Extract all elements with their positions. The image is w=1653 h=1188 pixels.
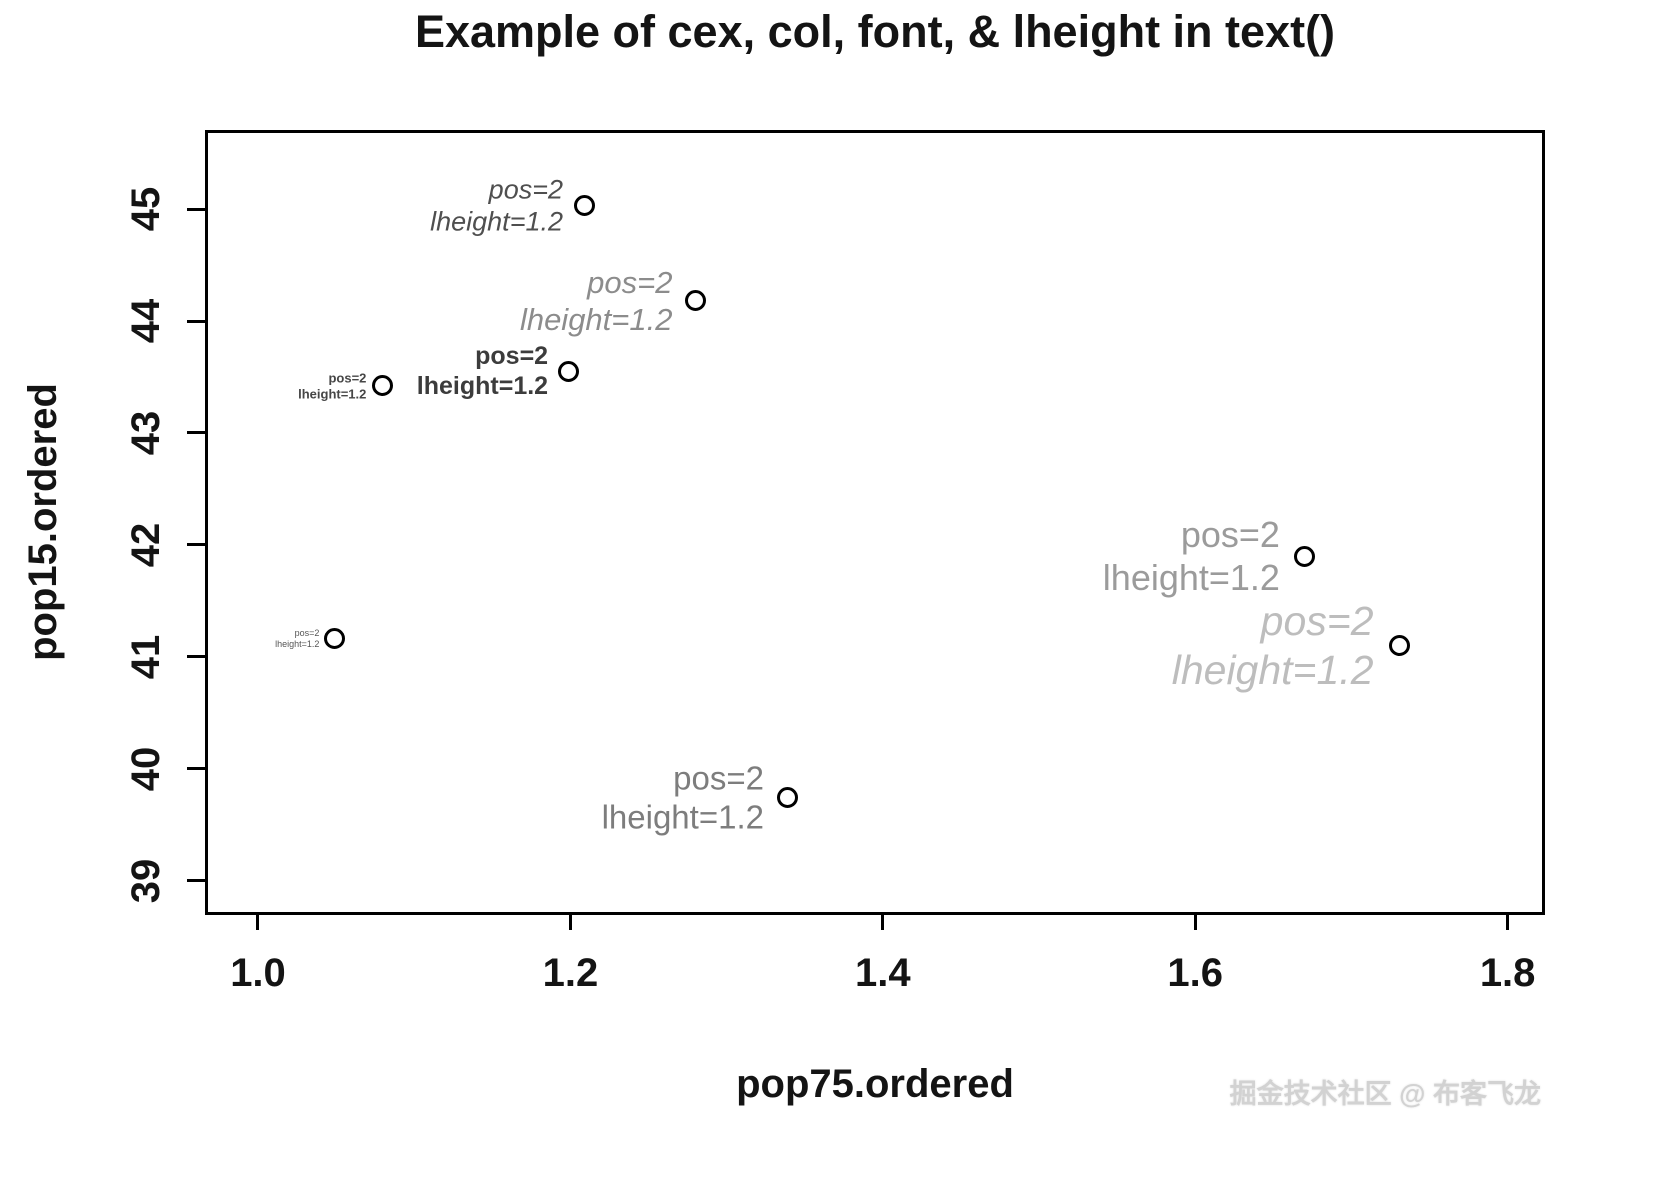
- data-point: [324, 628, 346, 650]
- x-axis-tick: [1193, 912, 1197, 930]
- x-axis-tick-label: 1.0: [230, 951, 286, 995]
- point-annotation: pos=2 lheight=1.2: [519, 264, 673, 337]
- y-axis-tick: [187, 319, 205, 323]
- point-annotation: pos=2 lheight=1.2: [275, 628, 320, 649]
- x-axis-label: pop75.ordered: [736, 1062, 1014, 1106]
- y-axis-tick-label: 40: [124, 746, 168, 791]
- chart-title: Example of cex, col, font, & lheight in …: [414, 6, 1336, 57]
- y-axis-tick-label: 41: [124, 634, 168, 680]
- plot-area: 1.0 1.2 1.4 1.6 1.8 39 40 41 42 43 44 45 pos=2 lheigh…: [124, 130, 1545, 995]
- point-annotation: pos=2 lheight=1.2: [416, 342, 549, 401]
- y-axis-tick: [187, 431, 205, 435]
- x-axis-tick: [256, 912, 260, 930]
- data-point: [1294, 545, 1316, 567]
- y-axis-tick: [187, 207, 205, 211]
- data-point: [777, 787, 799, 809]
- data-point: [558, 360, 580, 382]
- watermark: 掘金技术社区 @ 布客飞龙: [1229, 1079, 1541, 1109]
- x-axis-tick-label: 1.2: [542, 951, 599, 995]
- x-axis-tick: [568, 912, 572, 930]
- point-annotation: pos=2 lheight=1.2: [298, 370, 367, 401]
- y-axis-tick: [187, 655, 205, 659]
- y-axis-tick-label: 45: [124, 186, 168, 232]
- x-axis-tick-label: 1.4: [854, 951, 911, 995]
- y-axis-tick-label: 43: [124, 410, 168, 456]
- data-point: [573, 195, 595, 217]
- point-annotation: pos=2 lheight=1.2: [601, 759, 764, 836]
- x-axis-tick-label: 1.8: [1479, 951, 1536, 995]
- y-axis-label: pop15.ordered: [21, 383, 65, 661]
- x-axis-tick: [1506, 912, 1510, 930]
- data-point: [372, 375, 394, 397]
- point-annotation: pos=2 lheight=1.2: [1171, 597, 1374, 693]
- data-point: [1389, 635, 1411, 657]
- y-axis-tick: [187, 543, 205, 547]
- y-axis-tick-label: 42: [124, 522, 168, 568]
- y-axis-tick-label: 39: [124, 858, 168, 903]
- point-annotation: pos=2 lheight=1.2: [1102, 513, 1280, 599]
- y-axis-tick: [187, 879, 205, 883]
- x-axis-tick: [881, 912, 885, 930]
- y-axis-tick: [187, 767, 205, 771]
- data-point: [684, 290, 706, 312]
- point-annotation: pos=2 lheight=1.2: [430, 174, 563, 237]
- x-axis-tick-label: 1.6: [1167, 951, 1224, 995]
- y-axis-tick-label: 44: [124, 298, 168, 344]
